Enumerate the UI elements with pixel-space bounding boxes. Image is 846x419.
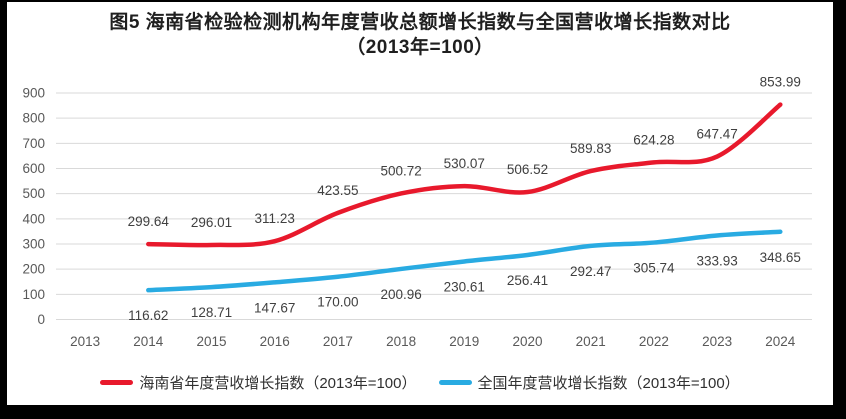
x-axis-tick-label: 2017 xyxy=(323,334,353,349)
y-axis-tick-label: 800 xyxy=(22,111,45,126)
x-axis-tick-label: 2019 xyxy=(449,334,479,349)
y-axis-tick-label: 300 xyxy=(22,237,45,252)
legend: 海南省年度营收增长指数（2013年=100） 全国年度营收增长指数（2013年=… xyxy=(7,369,833,395)
chart-card xyxy=(7,2,833,405)
legend-label-national: 全国年度营收增长指数（2013年=100） xyxy=(477,374,740,392)
data-label: 423.55 xyxy=(317,183,358,198)
series-line-0 xyxy=(146,102,783,248)
legend-swatch-blue-line xyxy=(438,379,472,385)
data-label: 170.00 xyxy=(317,295,358,310)
chart-title: 图5 海南省检验检测机构年度营收总额增长指数与全国营收增长指数对比 （2013年… xyxy=(7,10,833,60)
data-label: 530.07 xyxy=(444,156,485,171)
data-label: 311.23 xyxy=(255,211,295,226)
x-axis-tick-label: 2020 xyxy=(512,334,542,349)
data-label: 853.99 xyxy=(760,75,801,90)
y-axis-tick-label: 700 xyxy=(22,136,45,151)
x-axis-tick-label: 2015 xyxy=(196,334,226,349)
data-label: 128.71 xyxy=(191,305,232,320)
legend-item-hainan: 海南省年度营收增长指数（2013年=100） xyxy=(100,372,417,393)
legend-label-hainan: 海南省年度营收增长指数（2013年=100） xyxy=(139,374,417,392)
data-label: 299.64 xyxy=(128,214,170,229)
data-label: 256.41 xyxy=(507,273,548,288)
data-label: 348.65 xyxy=(760,250,801,265)
x-axis-tick-label: 2018 xyxy=(386,334,416,349)
data-label: 292.47 xyxy=(570,264,611,279)
data-label: 305.74 xyxy=(633,261,675,276)
y-axis-tick-label: 200 xyxy=(22,262,45,277)
y-axis-tick-label: 600 xyxy=(22,161,45,176)
x-axis-tick-label: 2022 xyxy=(639,334,669,349)
data-label: 333.93 xyxy=(696,253,737,268)
data-label: 624.28 xyxy=(633,132,674,147)
data-label: 116.62 xyxy=(128,308,168,323)
x-axis-tick-label: 2024 xyxy=(765,334,796,349)
x-axis-tick-label: 2021 xyxy=(576,334,606,349)
legend-swatch-red-line xyxy=(100,379,134,385)
data-label: 500.72 xyxy=(380,163,421,178)
data-label: 506.52 xyxy=(507,162,548,177)
data-label: 296.01 xyxy=(191,215,232,230)
y-axis-tick-label: 900 xyxy=(22,86,45,101)
chart-title-line1: 图5 海南省检验检测机构年度营收总额增长指数与全国营收增长指数对比 xyxy=(109,12,731,33)
legend-item-national: 全国年度营收增长指数（2013年=100） xyxy=(438,372,740,393)
y-axis-tick-label: 400 xyxy=(22,211,45,226)
y-axis-tick-label: 0 xyxy=(37,312,45,327)
x-axis-tick-label: 2013 xyxy=(70,334,100,349)
chart-title-line2: （2013年=100） xyxy=(346,37,494,58)
data-label: 147.67 xyxy=(254,300,295,315)
data-label: 647.47 xyxy=(696,127,737,142)
series-line-1 xyxy=(146,229,783,293)
y-axis-tick-label: 500 xyxy=(22,186,45,201)
data-label: 230.61 xyxy=(444,279,485,294)
x-axis-tick-label: 2023 xyxy=(702,334,732,349)
x-axis-tick-label: 2014 xyxy=(133,334,164,349)
y-axis-tick-label: 100 xyxy=(22,287,45,302)
x-axis-tick-label: 2016 xyxy=(260,334,290,349)
data-label: 589.83 xyxy=(570,141,611,156)
data-label: 200.96 xyxy=(380,287,421,302)
